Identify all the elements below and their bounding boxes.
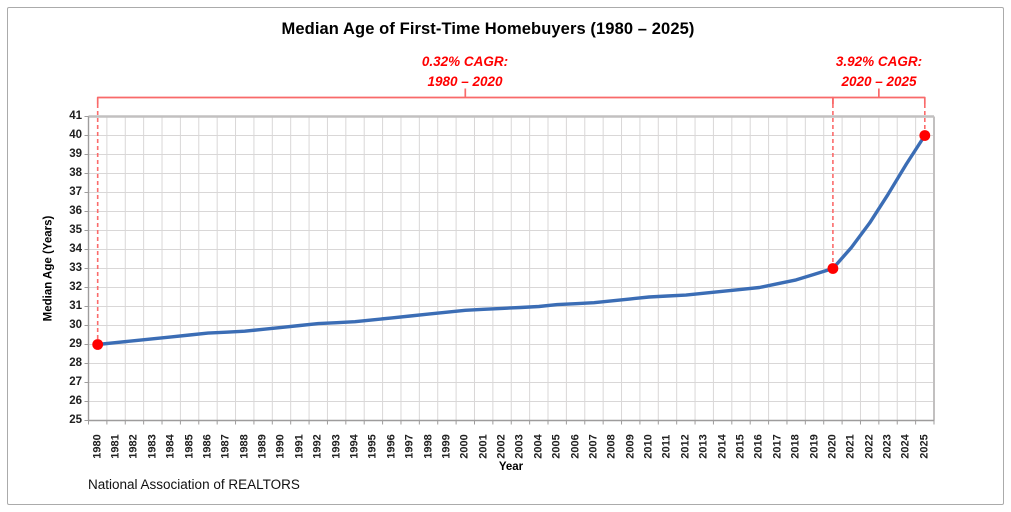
x-tick-label: 1987 [219,434,232,459]
x-tick-label: 2025 [918,434,931,459]
x-tick-label: 1991 [293,434,306,459]
x-tick-label: 1980 [91,434,104,459]
source-text: National Association of REALTORS [88,477,300,492]
y-tick-label: 32 [69,280,82,293]
x-tick-label: 2019 [808,434,821,459]
y-tick-label: 37 [69,185,82,198]
x-tick-label: 2020 [826,434,839,459]
y-tick-label: 38 [69,166,82,179]
y-tick-label: 35 [69,223,82,236]
x-tick-label: 2017 [771,434,784,459]
x-tick-label: 1986 [201,434,214,459]
x-tick-label: 1988 [238,434,251,459]
y-tick-label: 36 [69,204,82,217]
x-tick-label: 1983 [146,434,159,459]
x-tick-label: 1994 [348,434,361,459]
y-tick-label: 40 [69,128,82,141]
x-tick-label: 2018 [789,434,802,459]
x-tick-label: 2009 [624,434,637,459]
data-point-marker [919,130,931,141]
x-tick-label: 1990 [274,434,287,459]
data-point-marker [92,339,104,350]
cagr-annotation-line1: 0.32% CAGR: [421,54,509,69]
y-tick-label: 25 [69,413,82,426]
y-tick-label: 26 [69,394,82,407]
cagr-annotation-line2: 1980 – 2020 [427,74,503,89]
x-tick-label: 1996 [385,434,398,459]
x-tick-label: 2021 [844,434,857,459]
cagr-bracket [832,96,926,104]
x-tick-label: 2023 [881,434,894,459]
x-tick-label: 2024 [899,434,912,459]
median-age-line [95,133,927,347]
y-tick-label: 41 [69,109,82,122]
y-tick-label: 31 [69,299,82,312]
y-tick-label: 28 [69,356,82,369]
x-tick-label: 2010 [642,434,655,459]
chart-title: Median Age of First-Time Homebuyers (198… [281,20,695,38]
cagr-annotation-line2: 2020 – 2025 [841,74,917,89]
x-tick-label: 1993 [330,434,343,459]
slide-frame [7,7,1004,505]
y-tick-label: 33 [69,261,82,274]
data-point-marker [827,263,839,274]
x-tick-label: 2022 [863,434,876,459]
y-tick-label: 30 [69,318,82,331]
x-tick-label: 2014 [716,434,729,459]
x-tick-label: 1982 [127,434,140,459]
x-tick-label: 2015 [734,434,747,459]
x-tick-label: 2012 [679,434,692,459]
x-tick-label: 1985 [183,434,196,459]
cagr-bracket [96,96,834,104]
x-tick-label: 1981 [109,434,122,459]
x-tick-label: 1989 [256,434,269,459]
x-tick-label: 1984 [164,434,177,459]
x-tick-label: 2016 [752,434,765,459]
cagr-annotation-line1: 3.92% CAGR: [835,54,923,69]
x-tick-label: 1992 [311,434,324,459]
cagr-annotation-2020-2025: 3.92% CAGR: 2020 – 2025 [729,52,1011,92]
y-tick-label: 34 [69,242,82,255]
y-tick-label: 29 [69,337,82,350]
y-axis-title: Median Age (Years) [42,215,55,322]
cagr-annotation-1980-2020: 0.32% CAGR: 1980 – 2020 [315,52,615,92]
x-tick-label: 2011 [660,434,673,459]
x-tick-label: 1995 [366,434,379,459]
x-axis-title: Year [498,461,524,473]
y-tick-label: 27 [69,375,82,388]
y-tick-label: 39 [69,147,82,160]
x-tick-label: 2013 [697,434,710,459]
